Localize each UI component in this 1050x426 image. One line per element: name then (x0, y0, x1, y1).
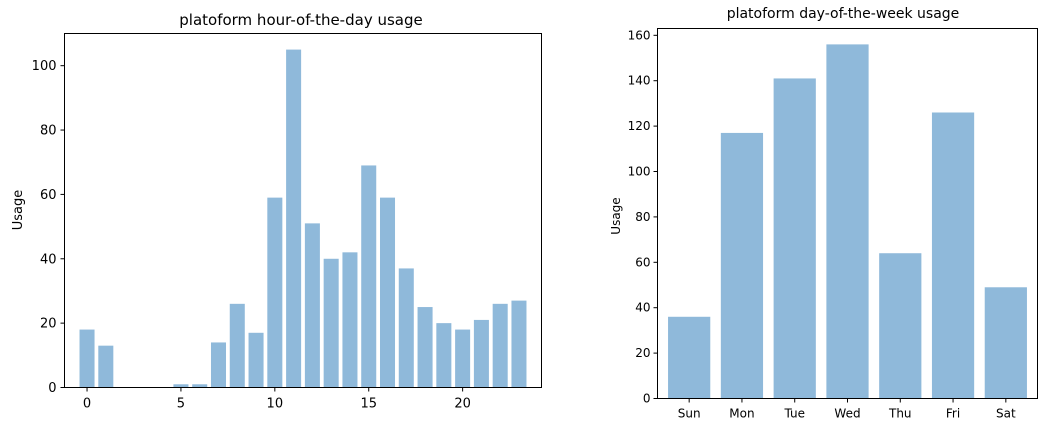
day-x-tick-label: Wed (834, 407, 860, 421)
hour-x-tick-label: 10 (267, 397, 284, 412)
hour-bar-22 (492, 303, 508, 388)
hour-bar-20 (455, 329, 471, 388)
hour-bar-14 (342, 252, 358, 388)
hour-chart-bars (79, 49, 527, 388)
hour-y-tick-label: 20 (40, 317, 57, 332)
day-chart-ylabel: Usage (609, 197, 623, 234)
hour-bar-12 (304, 223, 320, 388)
hour-bar-17 (398, 268, 414, 388)
hour-x-tick-label: 20 (454, 397, 471, 412)
day-x-tick-label: Sat (996, 407, 1016, 421)
hour-bar-9 (248, 332, 264, 388)
day-x-tick-label: Tue (783, 407, 805, 421)
hour-x-tick-label: 0 (83, 397, 91, 412)
hour-bar-10 (267, 197, 283, 388)
day-y-tick-label: 100 (628, 165, 651, 179)
hour-bar-16 (379, 197, 396, 388)
hour-bar-13 (323, 258, 339, 388)
day-y-tick-label: 80 (635, 210, 650, 224)
day-y-tick-label: 40 (635, 301, 650, 315)
day-bar-tue (773, 78, 816, 399)
hour-chart-frame (64, 33, 542, 388)
day-bar-sat (984, 287, 1027, 399)
day-y-tick-label: 120 (628, 119, 651, 133)
day-bar-mon (720, 132, 764, 399)
hour-y-tick-label: 80 (40, 124, 57, 139)
day-y-tick-label: 160 (628, 28, 651, 42)
day-y-tick-label: 60 (635, 255, 650, 269)
hour-chart-y-ticks: 0 20 40 60 80 100 (32, 59, 65, 396)
hour-chart-ylabel: Usage (11, 190, 26, 231)
hour-bar-6 (192, 384, 208, 388)
hour-bar-21 (473, 319, 489, 388)
day-bar-wed (826, 44, 869, 399)
day-y-tick-label: 140 (628, 74, 651, 88)
hour-bar-8 (229, 303, 245, 388)
hour-bar-0 (79, 329, 95, 388)
hour-bar-7 (210, 342, 227, 388)
day-chart-frame (657, 28, 1038, 399)
day-y-tick-label: 0 (643, 392, 651, 406)
day-bar-fri (931, 112, 975, 399)
hour-x-tick-label: 15 (360, 397, 377, 412)
day-of-week-chart: platoform day-of-the-week usage Usage Su… (609, 6, 1038, 421)
hour-bar-1 (98, 345, 114, 388)
day-bar-thu (879, 253, 922, 399)
day-y-tick-label: 20 (635, 346, 650, 360)
day-x-tick-label: Sun (678, 407, 701, 421)
day-chart-y-ticks: 0 20 40 60 80 100 120 140 160 (628, 28, 658, 406)
day-bar-sun (668, 316, 711, 399)
day-x-tick-label: Thu (888, 407, 912, 421)
hour-chart-x-ticks: 0 5 10 15 20 (83, 387, 471, 412)
hour-bar-23 (511, 300, 527, 388)
hour-y-tick-label: 40 (40, 252, 57, 267)
hour-y-tick-label: 0 (48, 381, 56, 396)
hour-bar-5 (173, 384, 189, 388)
day-x-tick-label: Fri (946, 407, 960, 421)
hour-bar-19 (436, 323, 452, 388)
hour-bar-11 (286, 49, 302, 388)
day-chart-bars (668, 44, 1027, 399)
hour-bar-18 (417, 307, 433, 388)
hour-of-day-chart: platoform hour-of-the-day usage Usage 0 5… (11, 11, 542, 412)
day-chart-x-ticks: Sun Mon Tue Wed Thu Fri Sat (678, 398, 1016, 421)
hour-y-tick-label: 100 (32, 59, 57, 74)
day-x-tick-label: Mon (729, 407, 754, 421)
hour-x-tick-label: 5 (177, 397, 185, 412)
hour-chart-title: platoform hour-of-the-day usage (179, 11, 422, 29)
day-chart-title: platoform day-of-the-week usage (727, 6, 960, 22)
hour-y-tick-label: 60 (40, 188, 57, 203)
hour-bar-15 (361, 165, 377, 388)
